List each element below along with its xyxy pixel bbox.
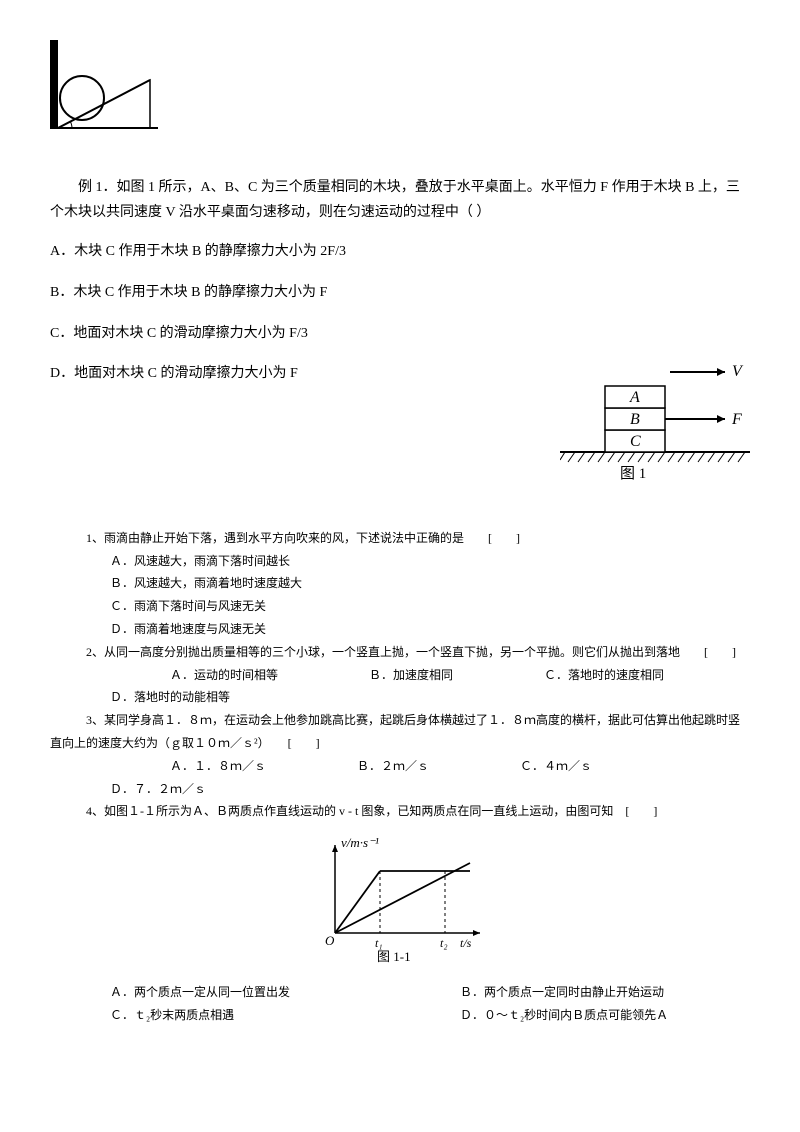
q3-option-d: Ｄ．７．２ｍ／ｓ: [50, 778, 206, 801]
q4-option-c: Ｃ．ｔ₂秒末两质点相遇: [50, 1004, 400, 1027]
q1-option-c: Ｃ．雨滴下落时间与风速无关: [50, 595, 750, 618]
q4-option-b: Ｂ．两个质点一定同时由静止开始运动: [400, 981, 750, 1004]
example1-option-a: A．木块 C 作用于木块 B 的静摩擦力大小为 2F/3: [50, 239, 750, 266]
q2-option-c: Ｃ．落地时的速度相同: [484, 664, 664, 687]
q4-option-d: Ｄ．０～ｔ₂秒时间内Ｂ质点可能领先Ａ: [400, 1004, 750, 1027]
q1-option-b: Ｂ．风速越大，雨滴着地时速度越大: [50, 572, 750, 595]
q4-stem: 4、如图１-１所示为Ａ、Ｂ两质点作直线运动的 v - t 图象，已知两质点在同一…: [50, 800, 750, 823]
q1-option-d: Ｄ．雨滴着地速度与风速无关: [50, 618, 750, 641]
figure-wedge-ball: [50, 40, 750, 145]
graph-t1: t₁: [375, 936, 383, 950]
q3-stem: 3、某同学身高１．８ｍ，在运动会上他参加跳高比赛，起跳后身体横越过了１．８ｍ高度…: [50, 709, 750, 755]
graph-ylabel: v/m·s⁻¹: [341, 835, 379, 850]
graph-origin: O: [325, 933, 335, 948]
q2-stem: 2、从同一高度分别抛出质量相等的三个小球，一个竖直上抛，一个竖直下抛，另一个平抛…: [50, 641, 750, 664]
q2-options: Ａ．运动的时间相等 Ｂ．加速度相同 Ｃ．落地时的速度相同 Ｄ．落地时的动能相等: [50, 664, 750, 710]
arrow-label-f: F: [731, 411, 742, 428]
example1-option-b: B．木块 C 作用于木块 B 的静摩擦力大小为 F: [50, 280, 750, 307]
q3-option-a: Ａ．１．８ｍ／ｓ: [110, 755, 266, 778]
q4-option-a: Ａ．两个质点一定从同一位置出发: [50, 981, 400, 1004]
q3-option-b: Ｂ．２ｍ／ｓ: [297, 755, 429, 778]
q2-option-a: Ａ．运动的时间相等: [110, 664, 278, 687]
block-label-c: C: [630, 433, 641, 450]
example1-intro: 例 1．如图 1 所示，A、B、C 为三个质量相同的木块，叠放于水平桌面上。水平…: [50, 175, 750, 225]
graph-t2: t₂: [440, 936, 448, 950]
q3-options: Ａ．１．８ｍ／ｓ Ｂ．２ｍ／ｓ Ｃ．４ｍ／ｓ Ｄ．７．２ｍ／ｓ: [50, 755, 750, 801]
block-label-a: A: [629, 389, 640, 406]
q3-option-c: Ｃ．４ｍ／ｓ: [460, 755, 592, 778]
graph-caption: 图 1-1: [377, 949, 411, 963]
figure-vt-graph: v/m·s⁻¹ O t₁ t₂ t/s 图 1-1: [50, 833, 750, 971]
q1-stem: 1、雨滴由静止开始下落，遇到水平方向吹来的风，下述说法中正确的是 [ ]: [50, 527, 750, 550]
block-label-b: B: [630, 411, 640, 428]
q1-option-a: Ａ．风速越大，雨滴下落时间越长: [50, 550, 750, 573]
arrow-label-v: V: [732, 363, 744, 380]
figure-stacked-blocks: A B C V F 图 1: [560, 342, 750, 487]
graph-xlabel: t/s: [460, 936, 472, 950]
q4-options: Ａ．两个质点一定从同一位置出发 Ｂ．两个质点一定同时由静止开始运动 Ｃ．ｔ₂秒末…: [50, 981, 750, 1027]
q2-option-b: Ｂ．加速度相同: [309, 664, 453, 687]
figure1-caption: 图 1: [620, 465, 646, 482]
q2-option-d: Ｄ．落地时的动能相等: [50, 686, 230, 709]
